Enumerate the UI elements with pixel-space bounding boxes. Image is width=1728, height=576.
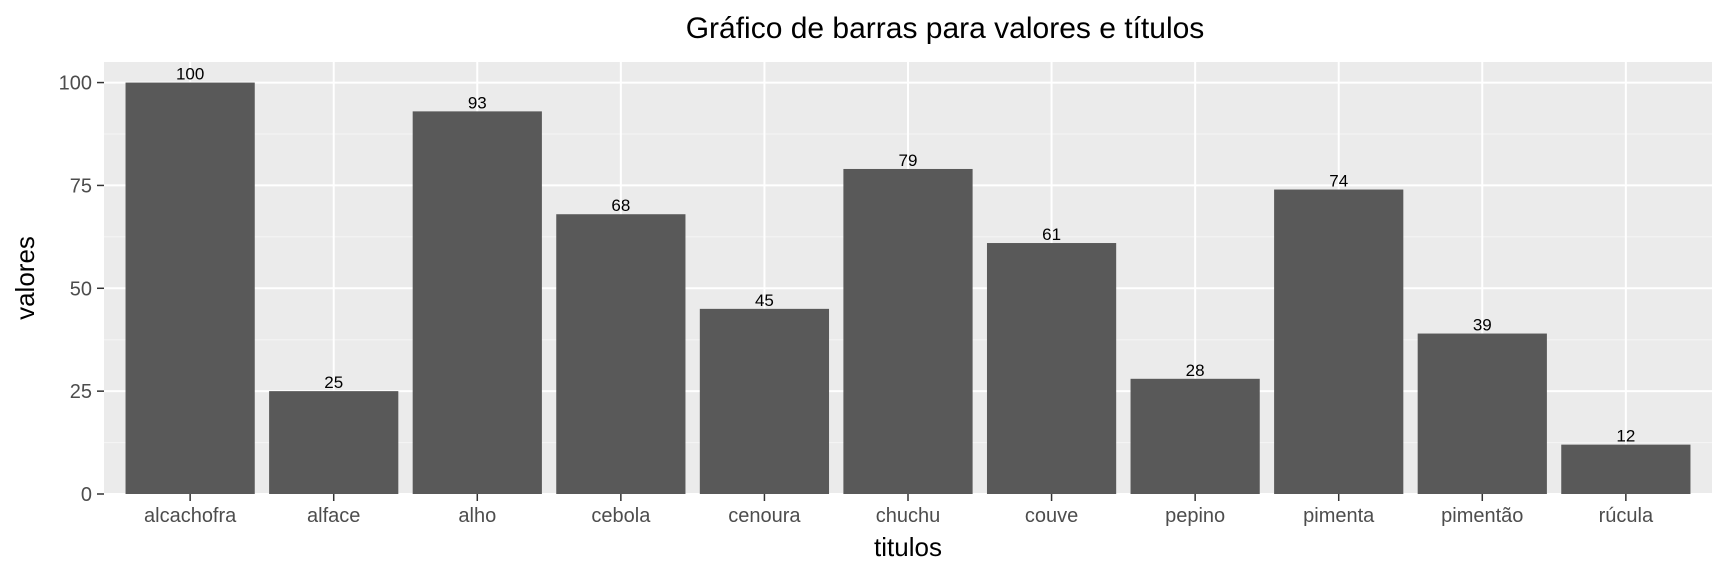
bar-cebola — [556, 214, 686, 494]
x-tick-label: pimenta — [1303, 505, 1375, 527]
x-axis-title: titulos — [874, 532, 942, 562]
bar-rúcula — [1561, 444, 1691, 494]
x-tick-label: rúcula — [1599, 505, 1654, 527]
data-label: 79 — [899, 151, 918, 170]
y-axis: 0 25 50 75 100 — [59, 73, 104, 506]
y-tick-label: 100 — [59, 73, 92, 95]
x-tick-label: chuchu — [876, 505, 941, 527]
data-label: 28 — [1186, 361, 1205, 380]
y-axis-title: valores — [10, 236, 40, 320]
data-label: 74 — [1329, 172, 1348, 191]
bar-pimenta — [1274, 189, 1404, 495]
x-tick-label: cenoura — [728, 505, 801, 527]
x-tick-label: couve — [1025, 505, 1078, 527]
chart-title: Gráfico de barras para valores e títulos — [686, 12, 1205, 45]
x-tick-label: pimentão — [1441, 505, 1523, 527]
x-tick-label: pepino — [1165, 505, 1225, 527]
y-tick-label: 0 — [81, 484, 92, 506]
y-tick-label: 25 — [70, 381, 92, 403]
x-tick-label: alface — [307, 505, 360, 527]
bar-alcachofra — [125, 82, 255, 495]
data-label: 61 — [1042, 225, 1061, 244]
bar-pimentão — [1417, 333, 1547, 494]
data-label: 25 — [324, 373, 343, 392]
bars — [125, 82, 1691, 495]
bar-alho — [412, 111, 542, 494]
x-tick-label: cebola — [591, 505, 651, 527]
y-tick-label: 50 — [70, 278, 92, 300]
data-label: 39 — [1473, 316, 1492, 335]
bar-chuchu — [843, 168, 973, 494]
bar-couve — [986, 243, 1117, 494]
bar-pepino — [1130, 378, 1260, 494]
x-tick-label: alcachofra — [144, 505, 237, 527]
data-label: 93 — [468, 93, 487, 112]
x-tick-label: alho — [458, 505, 496, 527]
bar-cenoura — [699, 308, 830, 494]
data-label: 45 — [755, 291, 774, 310]
x-axis: alcachofra alface alho cebola cenoura chuchu c… — [144, 494, 1654, 527]
data-label: 12 — [1616, 427, 1635, 446]
bar-alface — [269, 391, 399, 494]
data-label: 68 — [611, 196, 630, 215]
y-tick-label: 75 — [70, 175, 92, 197]
data-labels: 100 25 93 68 45 79 61 28 74 39 12 — [176, 65, 1635, 446]
data-label: 100 — [176, 65, 204, 84]
